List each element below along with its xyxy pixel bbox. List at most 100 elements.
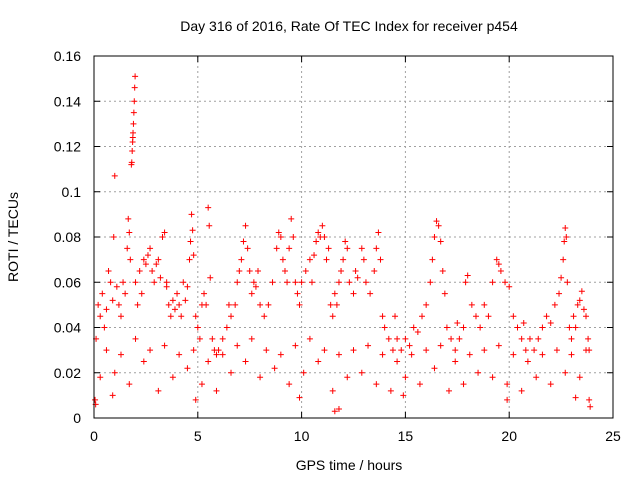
data-point-plus — [92, 396, 99, 403]
data-point-plus — [153, 261, 160, 268]
chart-title: Day 316 of 2016, Rate Of TEC Index for r… — [180, 18, 518, 34]
data-point-plus — [225, 301, 232, 308]
data-point-plus — [315, 358, 322, 365]
data-point-plus — [562, 369, 569, 376]
data-point-plus — [456, 335, 463, 342]
data-point-plus — [402, 335, 409, 342]
data-point-plus — [572, 394, 579, 401]
data-point-plus — [129, 148, 136, 155]
data-point-plus — [435, 222, 442, 229]
data-point-plus — [429, 256, 436, 263]
x-tick-label: 25 — [605, 428, 621, 444]
data-point-plus — [373, 245, 380, 252]
data-point-plus — [335, 351, 342, 358]
data-point-plus — [468, 301, 475, 308]
data-point-plus — [277, 351, 284, 358]
x-axis-tick-labels: 0 5 10 15 20 25 — [90, 428, 621, 444]
data-point-plus — [196, 335, 203, 342]
data-point-plus — [414, 329, 421, 336]
data-point-plus — [277, 234, 284, 240]
data-point-plus — [250, 279, 257, 286]
data-point-plus — [543, 313, 550, 320]
data-point-plus — [138, 290, 145, 297]
data-point-plus — [190, 347, 197, 354]
data-point-plus — [234, 342, 241, 349]
data-point-plus — [140, 256, 147, 263]
data-point-plus — [580, 306, 587, 313]
data-point-plus — [576, 297, 583, 304]
data-point-plus — [238, 256, 245, 263]
data-point-plus — [130, 109, 137, 116]
data-point-plus — [107, 279, 114, 286]
data-point-plus — [109, 297, 116, 304]
data-point-plus — [547, 381, 554, 388]
data-point-plus — [155, 256, 162, 263]
data-point-plus — [578, 288, 585, 295]
data-point-plus — [394, 335, 401, 342]
data-point-plus — [281, 267, 288, 274]
data-point-plus — [539, 324, 546, 331]
data-point-plus — [103, 306, 110, 313]
data-point-plus — [288, 215, 295, 222]
data-point-plus — [325, 245, 332, 252]
x-tick-label: 15 — [398, 428, 414, 444]
data-point-plus — [105, 267, 112, 274]
data-point-plus — [441, 290, 448, 297]
data-point-plus — [379, 313, 386, 320]
data-point-plus — [284, 279, 291, 286]
data-point-plus — [242, 358, 249, 365]
data-point-plus — [120, 279, 127, 286]
data-point-plus — [398, 347, 405, 354]
data-point-plus — [103, 347, 110, 354]
data-point-plus — [489, 279, 496, 286]
data-point-plus — [126, 229, 133, 236]
data-point-plus — [402, 374, 409, 381]
data-point-plus — [132, 335, 139, 342]
data-point-plus — [144, 252, 151, 259]
data-point-plus — [379, 351, 386, 358]
data-point-plus — [315, 229, 322, 236]
data-point-plus — [219, 351, 226, 358]
data-point-plus — [234, 279, 241, 286]
data-point-plus — [392, 313, 399, 320]
data-point-plus — [275, 229, 282, 236]
data-point-plus — [131, 98, 138, 105]
data-point-plus — [371, 267, 378, 274]
data-point-plus — [373, 381, 380, 388]
data-point-plus — [586, 396, 593, 403]
data-point-plus — [331, 408, 338, 415]
data-point-plus — [553, 347, 560, 354]
data-point-plus — [161, 229, 168, 236]
data-point-plus — [296, 301, 303, 308]
data-point-plus — [344, 245, 351, 252]
data-point-plus — [497, 267, 504, 274]
data-point-plus — [223, 324, 230, 331]
data-point-plus — [184, 283, 191, 290]
data-point-plus — [296, 394, 303, 401]
data-point-plus — [583, 313, 590, 320]
data-point-plus — [240, 238, 247, 245]
data-point-plus — [466, 351, 473, 358]
data-point-plus — [171, 306, 178, 313]
data-points — [92, 73, 594, 415]
data-point-plus — [327, 301, 334, 308]
data-point-plus — [572, 324, 579, 331]
data-point-plus — [161, 342, 168, 349]
data-point-plus — [335, 405, 342, 412]
data-point-plus — [587, 403, 594, 410]
data-point-plus — [563, 234, 570, 240]
data-point-plus — [319, 222, 326, 229]
data-point-plus — [244, 245, 251, 252]
data-point-plus — [228, 369, 235, 376]
data-point-plus — [176, 301, 183, 308]
data-point-plus — [477, 324, 484, 331]
data-point-plus — [321, 234, 328, 240]
data-point-plus — [568, 351, 575, 358]
data-point-plus — [149, 267, 156, 274]
data-point-plus — [502, 279, 509, 286]
data-point-plus — [219, 335, 226, 342]
data-point-plus — [302, 267, 309, 274]
data-point-plus — [346, 279, 353, 286]
data-point-plus — [475, 369, 482, 376]
data-point-plus — [495, 342, 502, 349]
